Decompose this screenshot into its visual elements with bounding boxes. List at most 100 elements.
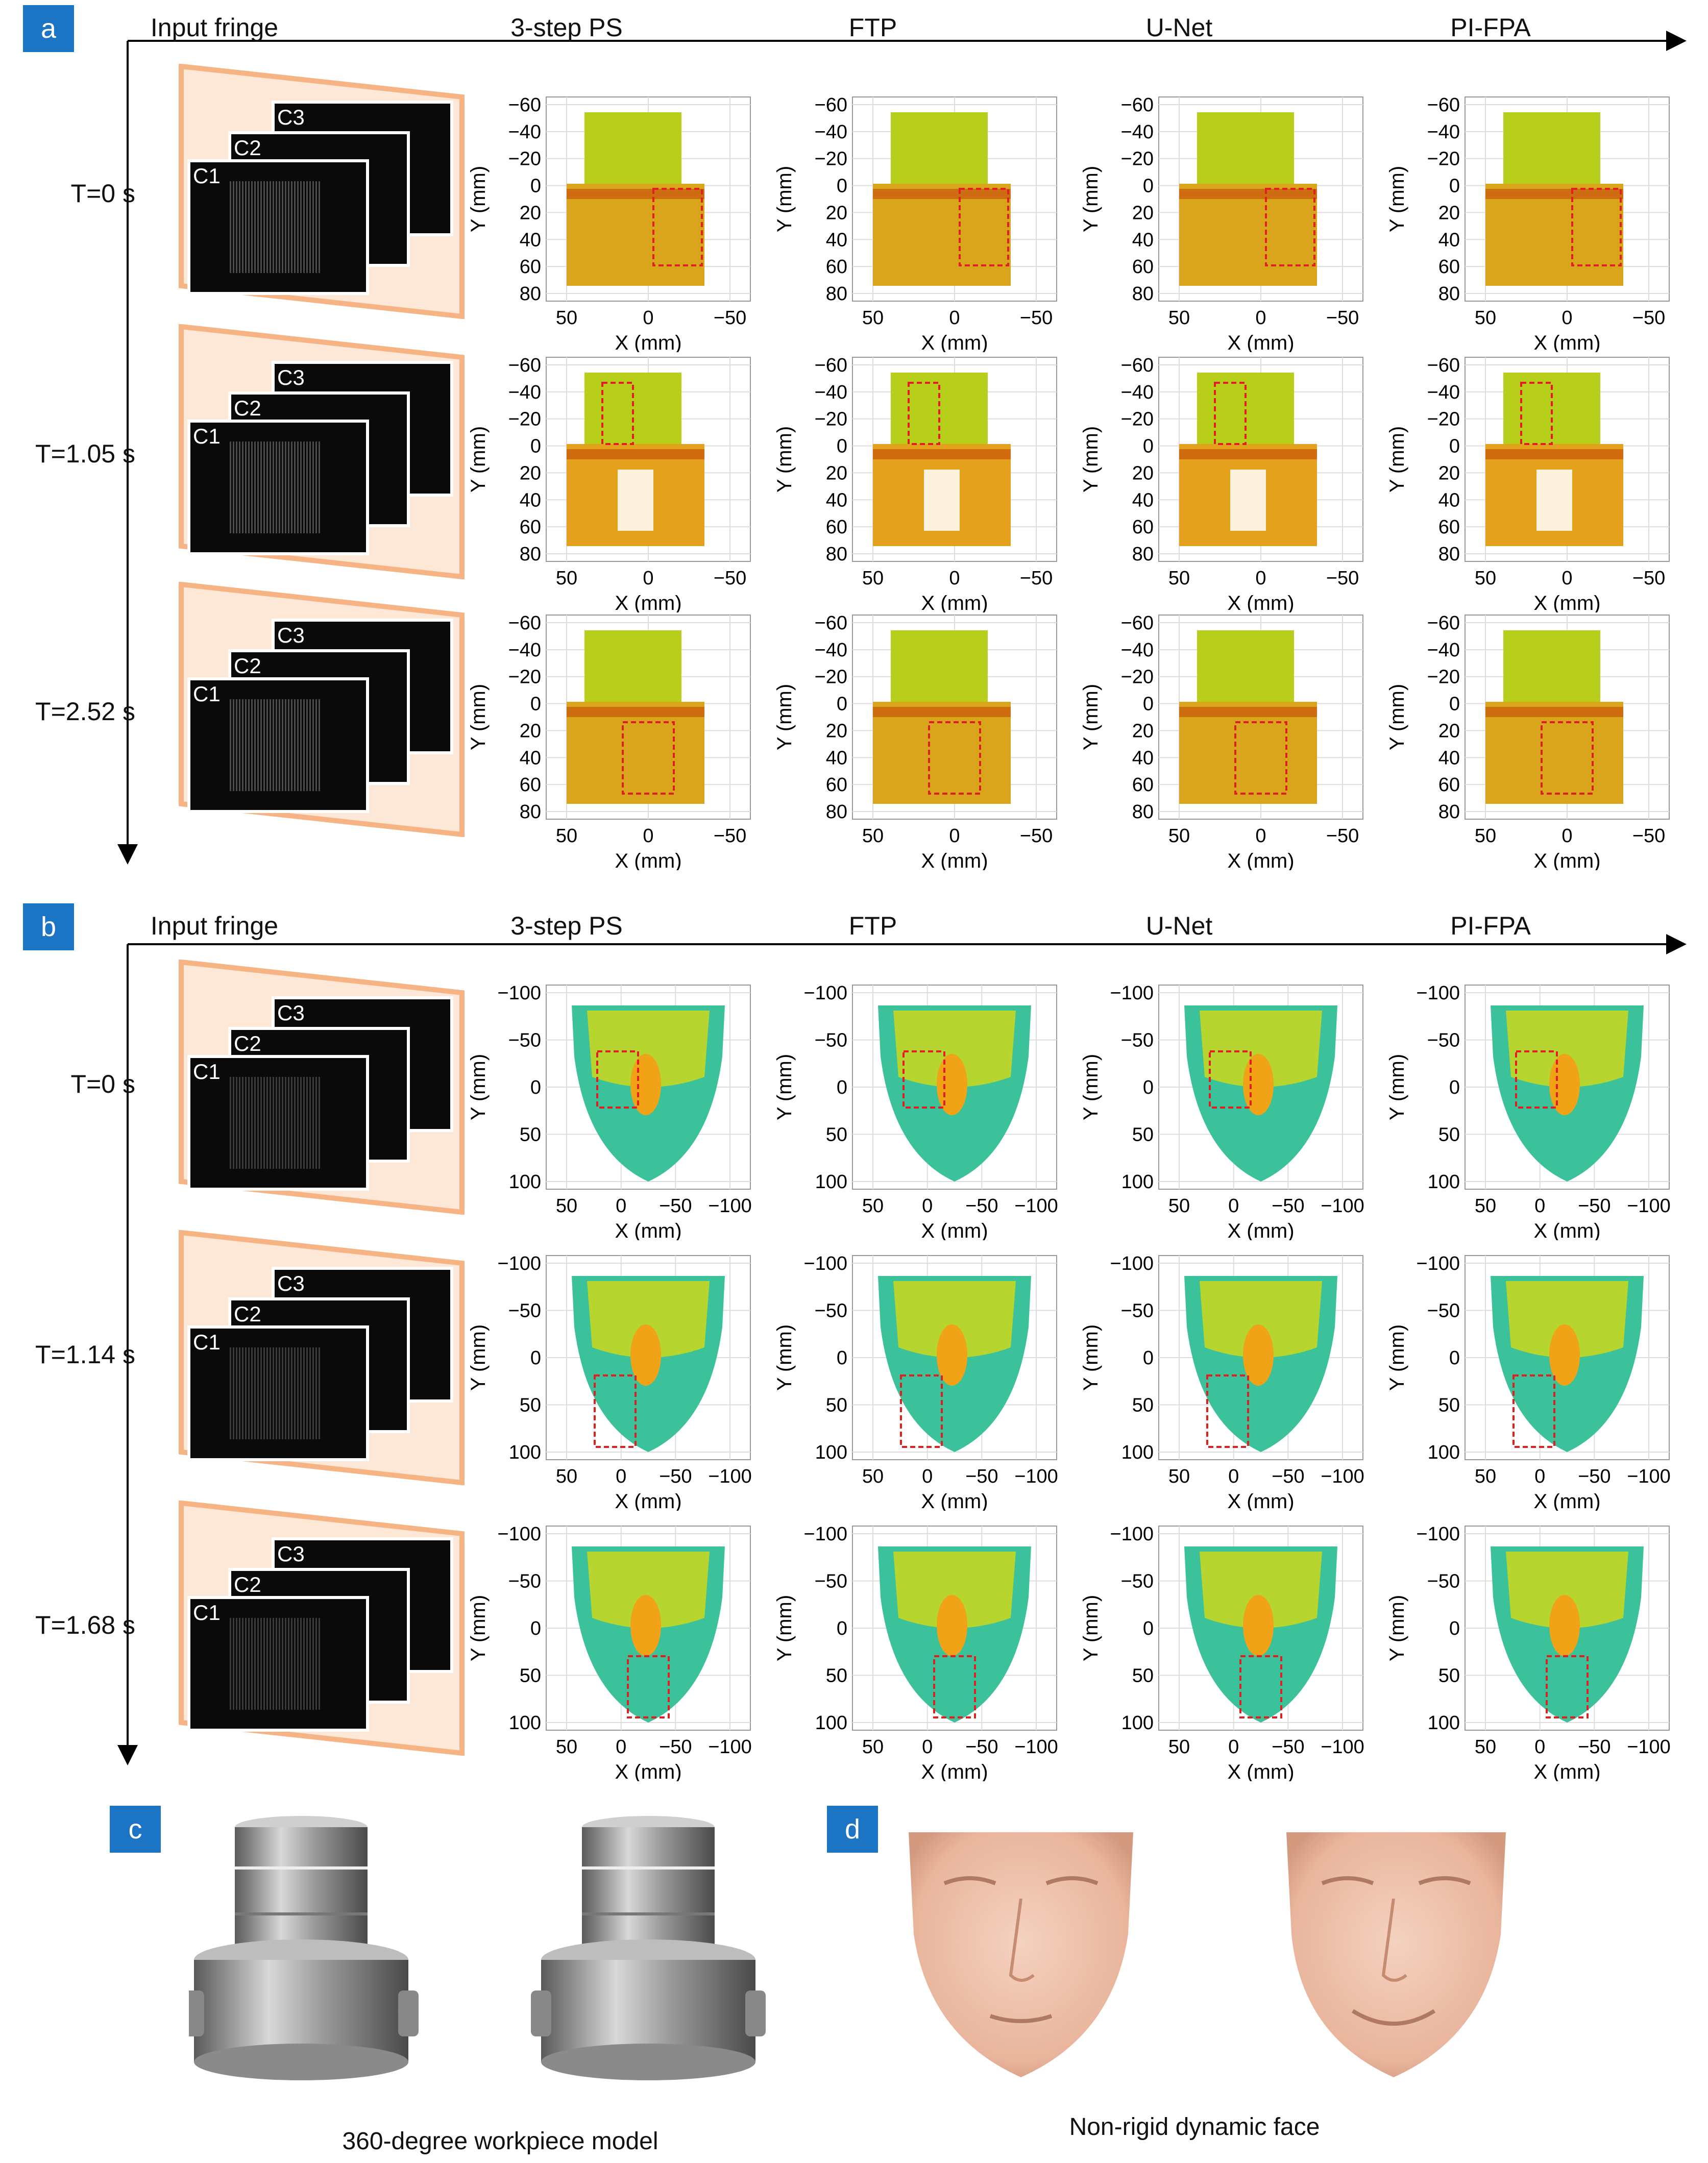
- x-axis-label: X (mm): [921, 1220, 988, 1240]
- y-tick-label: 80: [520, 283, 541, 305]
- y-tick-label: −60: [815, 612, 847, 634]
- camera-label-2: C2: [234, 1572, 261, 1596]
- x-tick-label: 50: [1168, 307, 1190, 329]
- x-tick-label: −50: [1020, 825, 1053, 847]
- x-tick-label: 0: [922, 1195, 933, 1217]
- y-tick-label: 60: [826, 256, 847, 278]
- x-tick-label: −50: [1020, 568, 1053, 589]
- y-axis-label: Y (mm): [776, 1324, 796, 1391]
- face-view-2: [1286, 1832, 1506, 2077]
- x-tick-label: 0: [1228, 1736, 1239, 1758]
- y-tick-label: −60: [1121, 94, 1154, 116]
- x-axis-label: X (mm): [1227, 850, 1294, 870]
- column-header-a-4: PI-FPA: [1450, 13, 1531, 42]
- fringe-stack-a-1: C3 C2 C1: [179, 324, 465, 579]
- camera-frame-1: [187, 1596, 369, 1732]
- fringe-stack-b-1: C3 C2 C1: [179, 1230, 465, 1485]
- y-axis-label: Y (mm): [1082, 1054, 1102, 1120]
- y-tick-label: 50: [1132, 1124, 1154, 1146]
- y-tick-label: −40: [1427, 640, 1460, 661]
- x-tick-label: 50: [1475, 825, 1496, 847]
- camera-frame-1: [187, 1055, 369, 1191]
- x-tick-label: −100: [708, 1466, 752, 1487]
- x-tick-label: −50: [659, 1195, 692, 1217]
- y-tick-label: 60: [1132, 774, 1154, 796]
- y-tick-label: −50: [1427, 1300, 1460, 1322]
- y-tick-label: −50: [1427, 1030, 1460, 1051]
- camera-frame-1: [187, 677, 369, 813]
- y-tick-label: 0: [530, 1077, 541, 1098]
- point-cloud-plot-a-2-0: 50 0 −50 −60 −40 −20 0 20 40 60 80 X (mm) Y (mm): [470, 612, 751, 870]
- point-cloud-plot-b-1-3: 50 0 −50 −100 −100 −50 0 50 100 X (mm) Y (mm): [1388, 1253, 1671, 1511]
- x-tick-label: −50: [1632, 825, 1665, 847]
- x-axis-label: X (mm): [615, 332, 681, 352]
- y-tick-label: 60: [826, 517, 847, 538]
- x-axis-label: X (mm): [1227, 332, 1294, 352]
- x-tick-label: 0: [949, 307, 960, 329]
- x-axis-label: X (mm): [921, 850, 988, 870]
- x-tick-label: 50: [1475, 1736, 1496, 1758]
- column-header-a-2: FTP: [848, 13, 897, 42]
- row-label-a-1: T=1.05 s: [35, 439, 135, 468]
- x-tick-label: −50: [1578, 1195, 1611, 1217]
- y-tick-label: 20: [1438, 202, 1460, 224]
- x-tick-label: 50: [556, 825, 577, 847]
- y-tick-label: 40: [1438, 489, 1460, 511]
- x-tick-label: 50: [556, 568, 577, 589]
- y-axis-label: Y (mm): [1388, 166, 1408, 232]
- y-tick-label: 80: [520, 801, 541, 823]
- x-tick-label: −50: [1272, 1736, 1304, 1758]
- y-tick-label: 80: [1132, 801, 1154, 823]
- y-tick-label: 20: [520, 720, 541, 742]
- y-tick-label: −60: [815, 355, 847, 376]
- y-tick-label: −50: [508, 1300, 541, 1322]
- y-axis-label: Y (mm): [1388, 684, 1408, 750]
- y-tick-label: 0: [1449, 176, 1460, 197]
- x-tick-label: 0: [949, 568, 960, 589]
- x-tick-label: 0: [922, 1466, 933, 1487]
- y-tick-label: 40: [520, 229, 541, 251]
- point-cloud-plot-a-0-1: 50 0 −50 −60 −40 −20 0 20 40 60 80 X (mm) Y (mm): [776, 94, 1057, 352]
- x-axis-label: X (mm): [1533, 1490, 1600, 1511]
- y-tick-label: 100: [1121, 1171, 1154, 1193]
- y-axis-label: Y (mm): [1082, 1595, 1102, 1661]
- y-tick-label: 50: [520, 1395, 541, 1416]
- y-tick-label: 60: [826, 774, 847, 796]
- x-tick-label: 0: [643, 568, 653, 589]
- y-tick-label: 60: [1438, 774, 1460, 796]
- y-tick-label: −40: [1121, 640, 1154, 661]
- camera-label-2: C2: [234, 1302, 261, 1326]
- point-cloud-plot-a-0-0: 50 0 −50 −60 −40 −20 0 20 40 60 80 X (mm) Y (mm): [470, 94, 751, 352]
- y-tick-label: 80: [1438, 801, 1460, 823]
- y-tick-label: 50: [826, 1395, 847, 1416]
- y-tick-label: 100: [509, 1712, 541, 1734]
- y-tick-label: 0: [837, 694, 847, 715]
- panel-tag-b: b: [23, 903, 74, 950]
- y-tick-label: 40: [520, 489, 541, 511]
- y-axis-label: Y (mm): [470, 1324, 490, 1391]
- y-tick-label: 50: [1132, 1665, 1154, 1687]
- y-axis-label: Y (mm): [1388, 1054, 1408, 1120]
- face-renders: [909, 1832, 1506, 2077]
- y-tick-label: 0: [1449, 1618, 1460, 1639]
- y-tick-label: 20: [1132, 720, 1154, 742]
- point-cloud-plot-a-2-3: 50 0 −50 −60 −40 −20 0 20 40 60 80 X (mm) Y (mm): [1388, 612, 1670, 870]
- y-tick-label: −60: [815, 94, 847, 116]
- y-tick-label: −20: [1121, 149, 1154, 170]
- x-axis-label: X (mm): [615, 592, 681, 612]
- y-tick-label: 60: [1438, 256, 1460, 278]
- x-tick-label: −50: [965, 1466, 998, 1487]
- x-tick-label: 0: [616, 1466, 626, 1487]
- y-tick-label: −100: [497, 1253, 541, 1274]
- y-tick-label: 40: [1132, 489, 1154, 511]
- x-tick-label: −100: [1627, 1195, 1671, 1217]
- x-tick-label: 50: [862, 1736, 884, 1758]
- x-tick-label: 0: [1255, 568, 1266, 589]
- row-label-a-2: T=2.52 s: [35, 697, 135, 726]
- point-cloud-plot-a-1-1: 50 0 −50 −60 −40 −20 0 20 40 60 80 X (mm) Y (mm): [776, 355, 1057, 612]
- camera-label-1: C1: [193, 164, 221, 188]
- y-axis-label: Y (mm): [1082, 684, 1102, 750]
- y-tick-label: −60: [508, 94, 541, 116]
- x-tick-label: 50: [556, 1195, 577, 1217]
- x-axis-label: X (mm): [1227, 1761, 1294, 1781]
